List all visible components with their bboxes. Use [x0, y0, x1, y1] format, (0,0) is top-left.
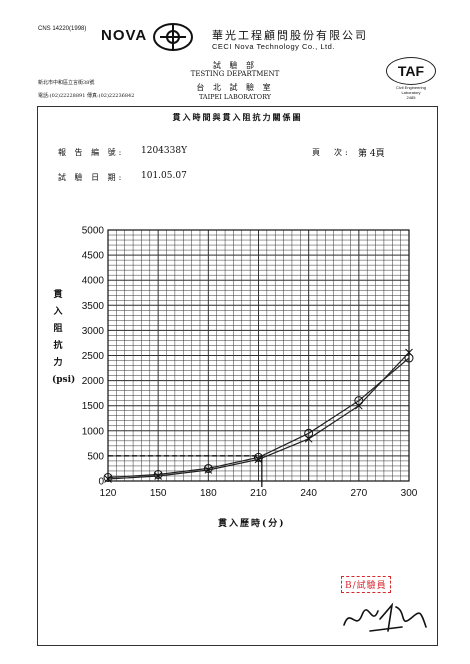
data-point-x [304, 434, 313, 443]
data-point-circle [404, 353, 414, 363]
x-tick-label: 150 [150, 488, 167, 499]
x-marker-stroke [354, 401, 363, 410]
y-tick-label: 1000 [82, 426, 105, 437]
taf-logo-icon: TAF [386, 57, 436, 85]
data-point-circle [103, 472, 113, 482]
test-date-label: 試 驗 日 期: [58, 173, 125, 182]
x-tick-label: 240 [300, 488, 317, 499]
report-frame [37, 106, 438, 646]
y-tick-label: 4000 [82, 276, 105, 287]
address: 新北市中和區立言街38號 [38, 80, 95, 86]
taf-accreditation: TAF Civil Engineering Laboratory 2485 [386, 57, 436, 100]
plot-border [107, 229, 410, 482]
page-value: 第 4頁 [358, 149, 385, 159]
data-point-x [204, 466, 213, 474]
data-point-x [354, 401, 363, 410]
data-point-x [104, 475, 112, 483]
phone-fax: 電話:(02)22228891 傳真:(02)22236842 [38, 93, 135, 99]
data-point-circle [304, 428, 314, 438]
data-series [103, 348, 414, 483]
x-tick-label: 300 [401, 488, 418, 499]
company-name-en: CECI Nova Technology Co., Ltd. [212, 42, 335, 51]
major-gridlines [107, 229, 410, 482]
y-tick-label: 3000 [82, 326, 105, 337]
chart-title: 貫入時間與貫入阻抗力關係圖 [172, 112, 303, 122]
y-tick-label: 500 [87, 451, 104, 462]
department-en: TESTING DEPARTMENT [190, 70, 280, 78]
data-point-x [154, 472, 163, 480]
report-no-value: 1204338Y [141, 146, 188, 156]
brand-name: NOVA [101, 27, 148, 44]
x-marker-stroke [254, 455, 263, 464]
report-no-label: 報 告 編 號: [58, 148, 125, 157]
tick-labels: 120 150 180 210 240 270 3000500100015002000250… [82, 226, 418, 500]
x-marker-stroke [154, 472, 163, 480]
y-tick-label: 4500 [82, 251, 105, 262]
y-tick-label: 3500 [82, 301, 105, 312]
inspector-stamp: B/試驗員 [341, 576, 391, 593]
x-marker-stroke [405, 348, 413, 357]
y-tick-label: 1500 [82, 401, 105, 412]
y-axis-label: 貫入阻抗力(psi) [52, 290, 76, 385]
taf-number: 2485 [406, 95, 416, 100]
laboratory-cn: 台 北 試 驗 室 [196, 83, 274, 92]
page-label: 頁 次: [312, 148, 351, 157]
data-point-circle [153, 469, 163, 479]
standard-code: CNS 14220(1998) [38, 26, 87, 32]
series-line-1 [107, 357, 410, 479]
reference-lines [108, 455, 263, 487]
signature-icon [343, 602, 427, 632]
x-marker-stroke [204, 466, 213, 474]
x-axis-label: 貫入歷時(分) [218, 519, 286, 529]
department-cn: 試 驗 部 [212, 61, 258, 70]
company-logo-icon [153, 23, 193, 51]
x-tick-label: 270 [350, 488, 367, 499]
y-tick-label: 0 [98, 477, 104, 488]
y-tick-label: 2000 [82, 376, 105, 387]
y-tick-label: 5000 [82, 226, 105, 237]
taf-caption: Civil Engineering Laboratory [395, 85, 426, 95]
company-name-cn: 華光工程顧問股份有限公司 [212, 29, 368, 42]
x-marker-stroke [304, 434, 313, 443]
x-marker-stroke [104, 475, 112, 483]
test-date-value: 101.05.07 [141, 171, 187, 181]
x-tick-label: 180 [200, 488, 217, 499]
laboratory-en: TAIPEI LABORATORY [198, 93, 272, 101]
x-tick-label: 210 [250, 488, 267, 499]
y-tick-label: 2500 [82, 351, 105, 362]
data-point-circle [203, 463, 213, 473]
data-point-x [254, 455, 263, 464]
data-point-x [405, 348, 413, 357]
x-tick-label: 120 [100, 488, 117, 499]
